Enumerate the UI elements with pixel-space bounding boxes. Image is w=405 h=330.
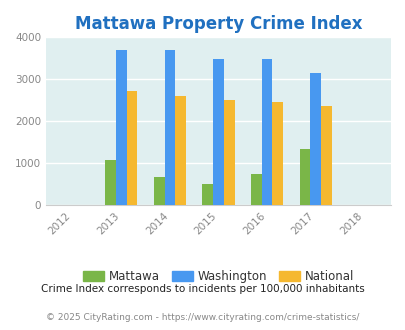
Bar [175, 96, 185, 205]
Title: Mattawa Property Crime Index: Mattawa Property Crime Index [75, 15, 361, 33]
Bar [213, 59, 223, 205]
Bar [164, 50, 175, 205]
Bar [320, 106, 331, 205]
Bar [261, 59, 272, 205]
Bar [153, 177, 164, 205]
Bar [223, 100, 234, 205]
Text: Crime Index corresponds to incidents per 100,000 inhabitants: Crime Index corresponds to incidents per… [41, 284, 364, 294]
Bar [299, 149, 309, 205]
Bar [105, 160, 116, 205]
Legend: Mattawa, Washington, National: Mattawa, Washington, National [78, 265, 358, 287]
Bar [250, 174, 261, 205]
Bar [202, 184, 213, 205]
Bar [309, 73, 320, 205]
Bar [126, 91, 137, 205]
Bar [272, 102, 282, 205]
Bar [116, 50, 126, 205]
Text: © 2025 CityRating.com - https://www.cityrating.com/crime-statistics/: © 2025 CityRating.com - https://www.city… [46, 313, 359, 322]
